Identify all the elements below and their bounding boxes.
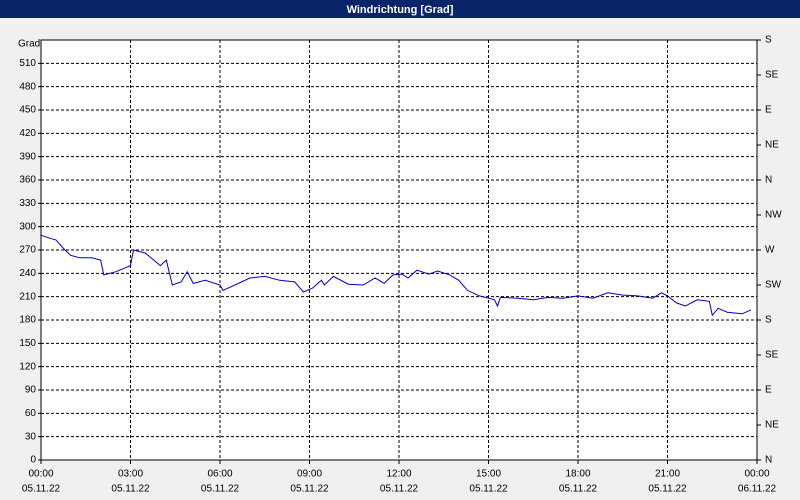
y-tick-label: 120 xyxy=(19,361,36,372)
y-tick-label: 180 xyxy=(19,315,36,326)
y2-tick-label: NE xyxy=(765,140,779,151)
x-tick-date: 05.11.22 xyxy=(648,484,687,495)
y-tick-label: 60 xyxy=(25,408,37,419)
x-tick-date: 05.11.22 xyxy=(559,484,598,495)
x-tick-label: 21:00 xyxy=(655,469,680,480)
y-tick-label: 480 xyxy=(19,81,36,92)
x-tick-label: 15:00 xyxy=(476,469,501,480)
y-tick-label: 300 xyxy=(19,221,36,232)
x-tick-date: 06.11.22 xyxy=(738,484,777,495)
x-tick-label: 18:00 xyxy=(565,469,590,480)
y-tick-label: 0 xyxy=(30,455,36,466)
y2-tick-label: N xyxy=(765,455,772,466)
y-tick-label: 270 xyxy=(19,245,36,256)
x-tick-date: 05.11.22 xyxy=(380,484,419,495)
y-tick-label: 30 xyxy=(25,431,37,442)
y-tick-label: 240 xyxy=(19,268,36,279)
x-tick-label: 00:00 xyxy=(28,469,53,480)
x-tick-label: 03:00 xyxy=(118,469,143,480)
y-tick-label: 510 xyxy=(19,58,36,69)
title-bar xyxy=(0,0,800,18)
y2-tick-label: W xyxy=(765,245,775,256)
y-tick-label: 360 xyxy=(19,175,36,186)
y2-tick-label: SE xyxy=(765,350,779,361)
y2-tick-label: S xyxy=(765,35,772,46)
y-tick-label: 450 xyxy=(19,105,36,116)
y2-tick-label: E xyxy=(765,105,772,116)
x-tick-date: 05.11.22 xyxy=(469,484,508,495)
y2-tick-label: SE xyxy=(765,70,779,81)
y-tick-label: 390 xyxy=(19,151,36,162)
x-tick-label: 06:00 xyxy=(207,469,232,480)
y2-tick-label: NW xyxy=(765,210,782,221)
chart-title: Windrichtung [Grad] xyxy=(347,4,454,16)
x-tick-date: 05.11.22 xyxy=(201,484,240,495)
data-line xyxy=(40,234,752,317)
x-tick-date: 05.11.22 xyxy=(290,484,329,495)
y2-tick-label: E xyxy=(765,385,772,396)
x-tick-label: 12:00 xyxy=(386,469,411,480)
y-axis-label: Grad xyxy=(18,39,40,50)
y-tick-label: 150 xyxy=(19,338,36,349)
y2-tick-label: N xyxy=(765,175,772,186)
y-tick-label: 210 xyxy=(19,291,36,302)
plot-border xyxy=(40,39,758,461)
y-tick-label: 90 xyxy=(25,385,37,396)
y2-tick-label: NE xyxy=(765,420,779,431)
x-tick-date: 05.11.22 xyxy=(111,484,150,495)
x-tick-label: 09:00 xyxy=(297,469,322,480)
y-tick-label: 420 xyxy=(19,128,36,139)
y-tick-label: 330 xyxy=(19,198,36,209)
y2-tick-label: S xyxy=(765,315,772,326)
y2-tick-label: SW xyxy=(765,280,782,291)
x-tick-label: 00:00 xyxy=(744,469,769,480)
x-tick-date: 05.11.22 xyxy=(22,484,61,495)
